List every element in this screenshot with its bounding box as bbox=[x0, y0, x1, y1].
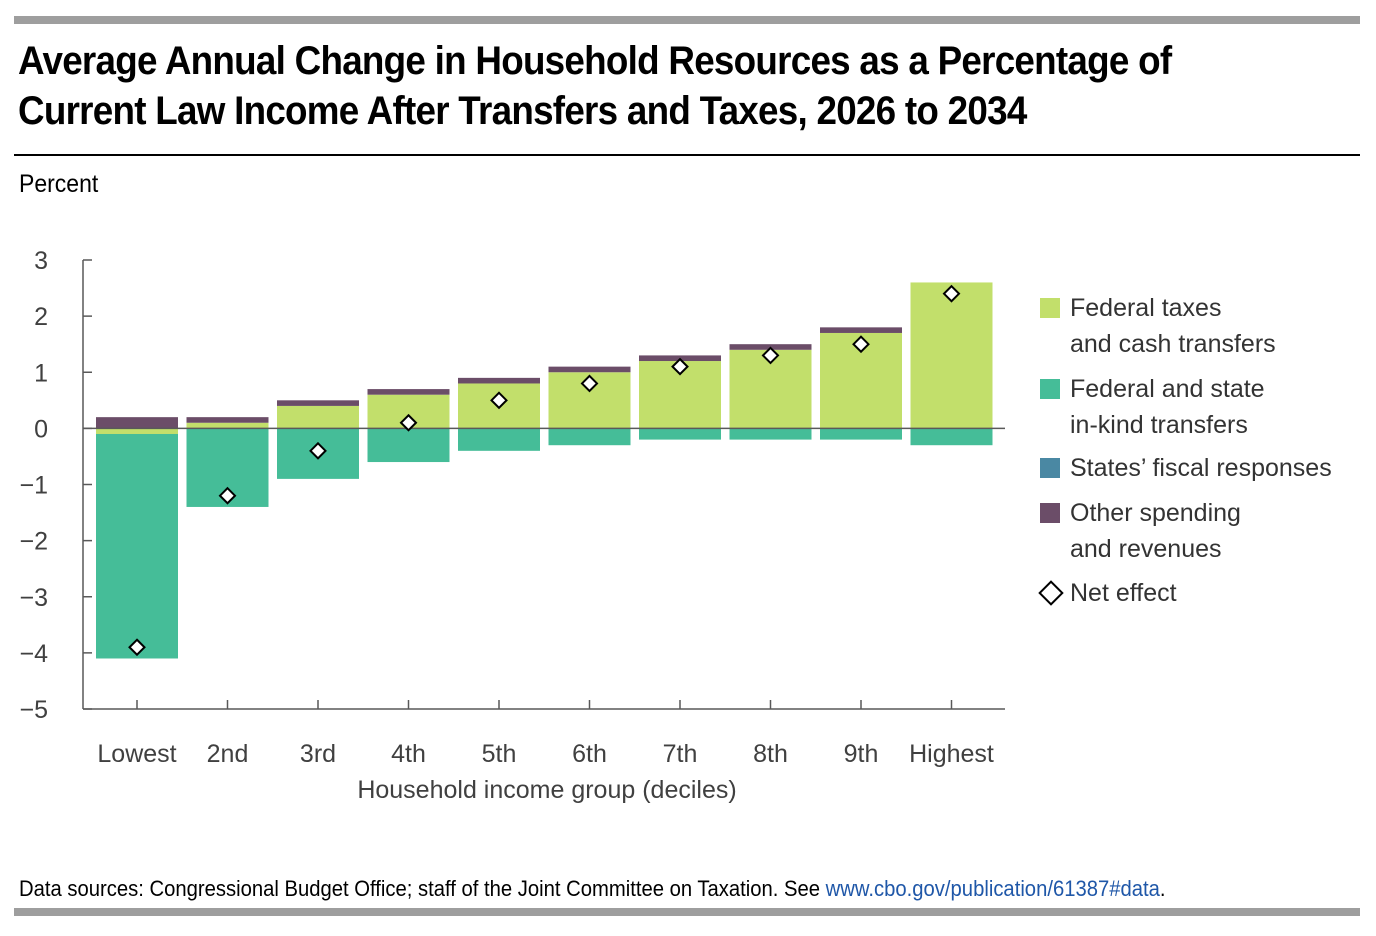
legend-label-states-fiscal-responses: States’ fiscal responses bbox=[1070, 454, 1332, 482]
net-effect-diamond bbox=[761, 346, 780, 365]
legend-label-in-kind-transfers: Federal and state in-kind transfers bbox=[1070, 375, 1265, 439]
bar-segment-other bbox=[186, 417, 269, 423]
legend-label-net-effect: Net effect bbox=[1070, 579, 1177, 607]
bar-segment-other bbox=[96, 417, 178, 429]
bar-segment-federal-taxes bbox=[277, 405, 359, 429]
legend-swatch-states-fiscal-responses bbox=[1040, 458, 1060, 478]
bar-segment-federal-taxes bbox=[186, 422, 269, 429]
bar-segment-other bbox=[367, 389, 450, 395]
bar-segment-in-kind bbox=[639, 428, 721, 440]
legend-swatch-in-kind-transfers bbox=[1040, 379, 1060, 399]
y-tick-label: −5 bbox=[19, 696, 48, 724]
title-rule bbox=[14, 154, 1360, 156]
y-tick-label: −1 bbox=[19, 472, 48, 500]
bar-segment-in-kind bbox=[548, 428, 631, 446]
x-tick-label: 9th bbox=[844, 740, 879, 768]
source-note: Data sources: Congressional Budget Offic… bbox=[19, 876, 1166, 902]
y-tick-label: 0 bbox=[34, 415, 48, 443]
net-effect-diamond bbox=[942, 284, 961, 303]
bar-segment-federal-taxes bbox=[910, 282, 993, 429]
legend-label-other-spending: Other spending and revenues bbox=[1070, 499, 1241, 563]
x-tick-label: Highest bbox=[909, 740, 994, 768]
source-text: Data sources: Congressional Budget Offic… bbox=[19, 876, 826, 901]
bar-segment-other bbox=[277, 400, 359, 406]
bar-segment-federal-taxes bbox=[96, 428, 178, 434]
x-tick-label: 8th bbox=[753, 740, 788, 768]
x-tick-label: 4th bbox=[391, 740, 426, 768]
chart-title: Average Annual Change in Household Resou… bbox=[18, 39, 1172, 133]
bar-segment-other bbox=[820, 327, 902, 333]
net-effect-diamond bbox=[671, 357, 689, 376]
bar-segment-other bbox=[458, 377, 540, 384]
y-tick-label: 3 bbox=[34, 247, 48, 275]
x-tick-label: 7th bbox=[663, 740, 698, 768]
axes-layer: 3 2 1 0 −1 −2 −3 −4 −5 Lowest 2nd 3rd 4th 5th 6th 7th 8t… bbox=[19, 247, 1005, 804]
net-effect-diamond bbox=[218, 486, 237, 505]
y-axis-unit-label: Percent bbox=[19, 170, 99, 198]
x-axis-title: Household income group (deciles) bbox=[357, 776, 736, 804]
x-tick-label: Lowest bbox=[97, 740, 176, 768]
top-rule bbox=[14, 16, 1360, 24]
y-tick-label: 2 bbox=[34, 303, 48, 331]
net-effect-markers bbox=[128, 284, 961, 657]
net-effect-diamond bbox=[580, 374, 599, 393]
net-effect-diamond bbox=[128, 638, 146, 657]
x-tick-label: 3rd bbox=[300, 740, 336, 768]
net-effect-diamond bbox=[852, 335, 870, 354]
bar-segment-in-kind bbox=[96, 433, 178, 659]
legend-swatch-federal-taxes bbox=[1040, 298, 1060, 318]
source-link[interactable]: www.cbo.gov/publication/61387#data bbox=[825, 876, 1160, 901]
net-effect-diamond bbox=[399, 413, 418, 432]
bottom-rule bbox=[14, 908, 1360, 916]
bar-segment-in-kind bbox=[458, 428, 540, 451]
legend-label-federal-taxes: Federal taxes and cash transfers bbox=[1070, 294, 1276, 358]
bar-segment-other bbox=[548, 366, 631, 373]
y-tick-label: −2 bbox=[19, 528, 48, 556]
x-tick-label: 2nd bbox=[207, 740, 249, 768]
x-tick-label: 6th bbox=[572, 740, 607, 768]
y-tick-label: 1 bbox=[34, 359, 48, 387]
bar-segment-in-kind bbox=[820, 428, 902, 440]
y-tick-label: −4 bbox=[19, 640, 48, 668]
y-tick-label: −3 bbox=[19, 584, 48, 612]
source-period: . bbox=[1159, 876, 1166, 901]
bar-segment-in-kind bbox=[729, 428, 812, 440]
bar-segment-in-kind bbox=[910, 428, 993, 446]
net-effect-diamond bbox=[309, 441, 327, 460]
bar-segment-in-kind bbox=[367, 428, 450, 463]
x-tick-label: 5th bbox=[482, 740, 517, 768]
net-effect-diamond bbox=[490, 391, 508, 410]
legend-swatch-other-spending bbox=[1040, 503, 1060, 523]
